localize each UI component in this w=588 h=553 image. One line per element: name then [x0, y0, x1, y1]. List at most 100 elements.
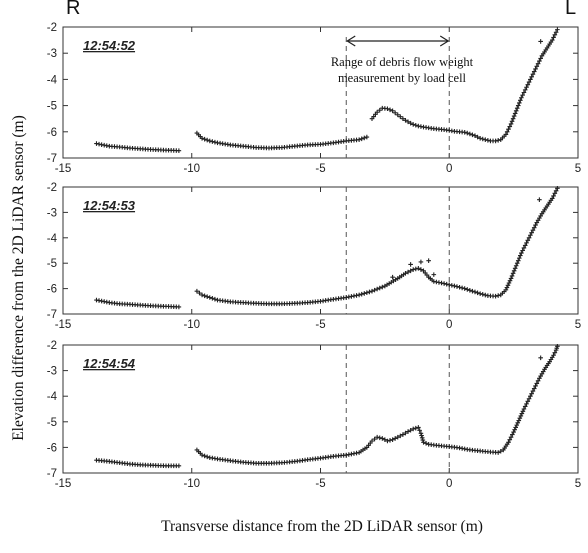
- panel-2-data-point: [551, 193, 556, 199]
- panel-2-data-point: [403, 271, 408, 276]
- panel-3-data-point: [513, 425, 518, 430]
- panel-3-data-point: [380, 436, 385, 441]
- panel-1-data-point: [403, 117, 408, 123]
- panel-1-data-point: [493, 138, 498, 144]
- panel-1-data-point: [464, 130, 470, 136]
- panel-3-data-point: [528, 393, 533, 399]
- panel-2-data-point: [513, 263, 519, 269]
- panel-3-data-point: [555, 343, 560, 349]
- panel-1-data-point: [526, 79, 532, 85]
- panel-2-data-point: [367, 289, 372, 295]
- panel-2-data-point: [518, 253, 523, 258]
- panel-2-data-point: [199, 292, 205, 298]
- panel-1-data-point: [535, 61, 541, 66]
- panel-2-data-point: [522, 243, 528, 248]
- panel-3-data-point: [519, 411, 525, 416]
- panel-3-data-point: [529, 391, 534, 396]
- panel-2-xtick-label: -5: [315, 319, 325, 331]
- panel-2-data-point: [359, 291, 364, 297]
- panel-2-ytick-label: -7: [47, 309, 57, 321]
- panel-1-data-point: [537, 58, 542, 64]
- panel-1-data-point: [552, 32, 558, 38]
- panel-3-data-point: [413, 425, 419, 431]
- panel-3-data-point: [395, 434, 401, 440]
- panel-2-timestamp: 12:54:53: [83, 198, 136, 213]
- panel-2-data-point: [377, 285, 383, 291]
- panel-2-xtick-label: 5: [575, 319, 581, 331]
- panel-2-data-point: [372, 287, 377, 293]
- panel-2-data-point: [524, 240, 529, 246]
- panel-2-data-point: [202, 293, 207, 299]
- panel-1-data-point: [522, 87, 528, 93]
- panel-1-data-point: [555, 27, 560, 32]
- panel-2-data-point: [515, 258, 521, 263]
- panel-3-data-point: [552, 350, 558, 355]
- panel-3-data-point: [372, 436, 377, 442]
- panel-2-data-point: [514, 260, 520, 266]
- panel-1-xtick-label: -5: [315, 163, 325, 175]
- panel-2-data-point: [408, 268, 413, 274]
- panel-1-data-point: [385, 106, 390, 112]
- panel-1-data-point: [408, 120, 413, 126]
- panel-1-data-point: [510, 116, 516, 121]
- panel-2-ytick-label: -3: [47, 207, 57, 219]
- panel-2-data-point: [510, 271, 516, 276]
- panel-3-ytick-label: -7: [47, 468, 57, 480]
- panel-3-ytick-label: -3: [47, 366, 57, 378]
- panel-1-data-point: [377, 107, 383, 113]
- panel-3-data-point: [423, 441, 429, 446]
- panel-3-data-point: [408, 427, 413, 433]
- panel-3-xtick-label: -5: [315, 478, 325, 490]
- panel-2-ytick-label: -6: [47, 284, 57, 296]
- panel-3-data-point: [517, 415, 523, 421]
- panel-1-xtick-label: -15: [55, 163, 72, 175]
- panel-3-data-point: [410, 426, 416, 432]
- panel-1-data-point: [210, 139, 215, 144]
- panel-2-data-point: [390, 274, 395, 280]
- panel-1-data-point: [515, 103, 521, 108]
- panel-3-data-point: [202, 453, 207, 459]
- panel-2-data-point: [508, 276, 514, 281]
- panel-2-data-point: [194, 288, 200, 294]
- panel-1-data-point: [202, 136, 207, 142]
- panel-1-data-point: [398, 114, 403, 120]
- panel-3-ytick-label: -2: [47, 340, 57, 352]
- panel-1-xtick-label: 5: [575, 163, 581, 175]
- panel-2-data-point: [431, 272, 437, 277]
- range-arrow-head-right: [439, 35, 450, 47]
- panel-3-data-point: [405, 429, 411, 434]
- panel-1-data-point: [551, 35, 556, 40]
- panel-2-data-point: [516, 255, 522, 261]
- panel-3-data-point: [374, 434, 380, 440]
- panel-2-data-point: [525, 238, 531, 243]
- panel-2-ytick-label: -5: [47, 258, 57, 270]
- panel-3-xtick-label: -10: [183, 478, 200, 490]
- y-axis-label: Elevation difference from the 2D LiDAR s…: [10, 115, 27, 441]
- panel-1-data-point: [549, 37, 555, 43]
- panel-1-data-point: [520, 92, 525, 98]
- panel-1-data-point: [392, 110, 398, 116]
- panel-3-data-point: [524, 401, 529, 407]
- panel-1-data-point: [506, 126, 511, 132]
- panel-2-data-point: [495, 293, 501, 298]
- panel-3-data-point: [369, 438, 375, 444]
- panel-3-data-point: [506, 439, 511, 445]
- panel-1-data-point: [514, 105, 520, 111]
- panel-1-data-point: [470, 132, 475, 138]
- panel-1-data-point: [413, 122, 419, 128]
- panel-2-data-point: [212, 296, 218, 302]
- panel-3-data-point: [521, 406, 527, 412]
- panel-3-data-point: [419, 435, 425, 441]
- panel-3-data-point: [382, 437, 388, 443]
- panel-2-data-point: [553, 188, 559, 194]
- panel-3-data-point: [498, 448, 504, 454]
- panel-2-data-point: [374, 286, 380, 292]
- range-arrow-head-left: [346, 35, 356, 47]
- panel-1-data-point: [513, 108, 519, 114]
- panel-3-data-point: [176, 463, 182, 469]
- panel-2-data-point: [454, 284, 460, 289]
- panel-2-data-point: [480, 292, 486, 297]
- panel-2-data-point: [529, 230, 534, 236]
- panel-3-data-point: [535, 378, 541, 384]
